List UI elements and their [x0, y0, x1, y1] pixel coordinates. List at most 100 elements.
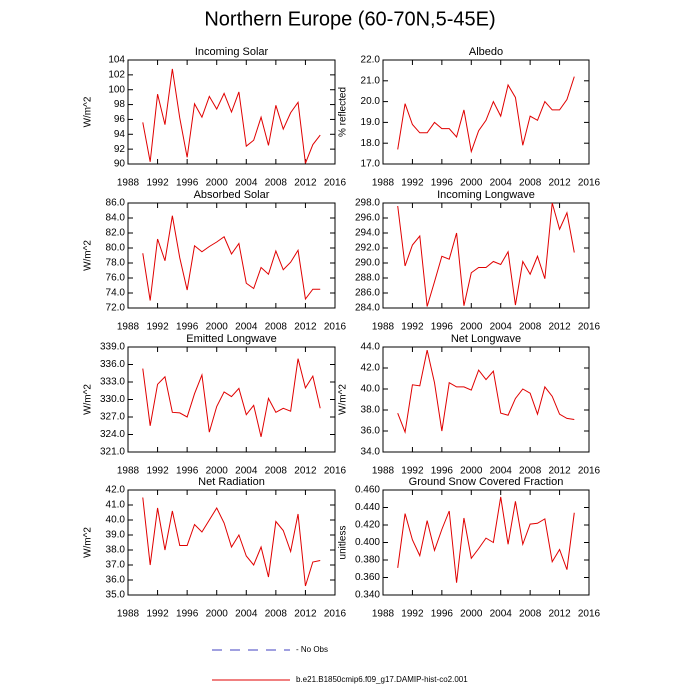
x-tick-label: 2004: [235, 609, 258, 620]
y-tick-label: 35.0: [106, 590, 126, 601]
x-tick-label: 2004: [490, 609, 513, 620]
panel-title: Net Radiation: [198, 476, 265, 488]
y-tick-label: 78.0: [106, 258, 126, 269]
x-tick-label: 1996: [176, 178, 199, 189]
y-tick-label: 330.0: [100, 394, 125, 405]
x-tick-label: 2008: [519, 609, 542, 620]
x-tick-label: 1992: [146, 178, 169, 189]
panel-title: Incoming Longwave: [437, 189, 535, 201]
y-tick-label: 76.0: [106, 273, 126, 284]
y-tick-label: 92: [114, 144, 126, 155]
y-tick-label: 324.0: [100, 429, 125, 440]
x-tick-label: 2012: [294, 178, 317, 189]
y-tick-label: 44.0: [361, 342, 381, 353]
x-tick-label: 1996: [176, 322, 199, 333]
x-tick-label: 1992: [146, 322, 169, 333]
x-tick-label: 2012: [294, 466, 317, 477]
x-tick-label: 1992: [401, 466, 424, 477]
x-tick-label: 1988: [117, 322, 140, 333]
y-tick-label: 98: [114, 99, 126, 110]
y-tick-label: 288.0: [355, 273, 380, 284]
x-tick-label: 2008: [519, 322, 542, 333]
x-tick-label: 2000: [206, 178, 229, 189]
x-tick-label: 2000: [206, 322, 229, 333]
y-tick-label: 20.0: [361, 96, 381, 107]
y-tick-label: 333.0: [100, 377, 125, 388]
y-tick-label: 321.0: [100, 447, 125, 458]
y-tick-label: 19.0: [361, 117, 381, 128]
panel-title: Ground Snow Covered Fraction: [409, 476, 564, 488]
y-tick-label: 336.0: [100, 359, 125, 370]
y-tick-label: 0.340: [355, 590, 380, 601]
legend-label: - No Obs: [296, 645, 328, 654]
y-tick-label: 34.0: [361, 447, 381, 458]
y-tick-label: 37.0: [106, 560, 126, 571]
y-tick-label: 17.0: [361, 159, 381, 170]
x-tick-label: 2012: [548, 322, 571, 333]
panel-title: Absorbed Solar: [194, 189, 270, 201]
y-tick-label: 0.360: [355, 572, 380, 583]
y-tick-label: 0.440: [355, 502, 380, 513]
y-tick-label: 290.0: [355, 258, 380, 269]
x-tick-label: 2004: [235, 466, 258, 477]
y-tick-label: 90: [114, 159, 126, 170]
x-tick-label: 2016: [578, 178, 601, 189]
x-tick-label: 1988: [117, 466, 140, 477]
y-tick-label: 100: [108, 84, 125, 95]
data-line: [397, 496, 575, 583]
x-tick-label: 2008: [265, 178, 288, 189]
x-tick-label: 2008: [265, 609, 288, 620]
x-tick-label: 2000: [206, 609, 229, 620]
y-tick-label: 39.0: [106, 530, 126, 541]
x-tick-label: 1996: [176, 609, 199, 620]
x-tick-label: 2004: [235, 322, 258, 333]
x-tick-label: 2016: [324, 178, 347, 189]
x-tick-label: 2016: [324, 609, 347, 620]
y-tick-label: 104: [108, 55, 125, 66]
y-tick-label: 286.0: [355, 288, 380, 299]
y-tick-label: 84.0: [106, 213, 126, 224]
y-tick-label: 36.0: [361, 426, 381, 437]
x-tick-label: 1988: [372, 609, 395, 620]
x-tick-label: 1996: [431, 322, 454, 333]
data-line: [397, 202, 575, 307]
y-tick-label: 22.0: [361, 55, 381, 66]
y-axis-label: W/m^2: [83, 384, 94, 415]
y-tick-label: 94: [114, 129, 126, 140]
y-axis-label: W/m^2: [338, 384, 349, 415]
x-tick-label: 2004: [490, 466, 513, 477]
y-axis-label: W/m^2: [83, 240, 94, 271]
y-tick-label: 18.0: [361, 138, 381, 149]
plot-frame: [127, 202, 336, 309]
data-line: [397, 350, 575, 434]
panel-title: Emitted Longwave: [186, 333, 277, 345]
x-tick-label: 1988: [117, 178, 140, 189]
y-tick-label: 284.0: [355, 303, 380, 314]
figure-title: Northern Europe (60-70N,5-45E): [204, 8, 495, 30]
plot-frame: [382, 489, 590, 596]
x-tick-label: 2004: [490, 322, 513, 333]
x-tick-label: 1996: [431, 466, 454, 477]
x-tick-label: 2000: [460, 178, 483, 189]
plot-frame: [382, 202, 590, 309]
x-tick-label: 2012: [294, 322, 317, 333]
plot-frame: [382, 59, 590, 165]
y-tick-label: 0.400: [355, 537, 380, 548]
y-tick-label: 74.0: [106, 288, 126, 299]
y-axis-label: % reflected: [338, 87, 349, 137]
plot-frame: [127, 346, 336, 453]
x-tick-label: 2004: [490, 178, 513, 189]
x-tick-label: 1996: [176, 466, 199, 477]
y-tick-label: 339.0: [100, 342, 125, 353]
x-tick-label: 1996: [431, 609, 454, 620]
y-tick-label: 42.0: [361, 363, 381, 374]
y-tick-label: 38.0: [361, 405, 381, 416]
y-tick-label: 21.0: [361, 75, 381, 86]
plot-frame: [127, 59, 336, 165]
data-line: [142, 497, 321, 587]
y-tick-label: 0.460: [355, 485, 380, 496]
x-tick-label: 1992: [401, 178, 424, 189]
x-tick-label: 2008: [519, 466, 542, 477]
y-tick-label: 294.0: [355, 228, 380, 239]
x-tick-label: 2016: [578, 322, 601, 333]
